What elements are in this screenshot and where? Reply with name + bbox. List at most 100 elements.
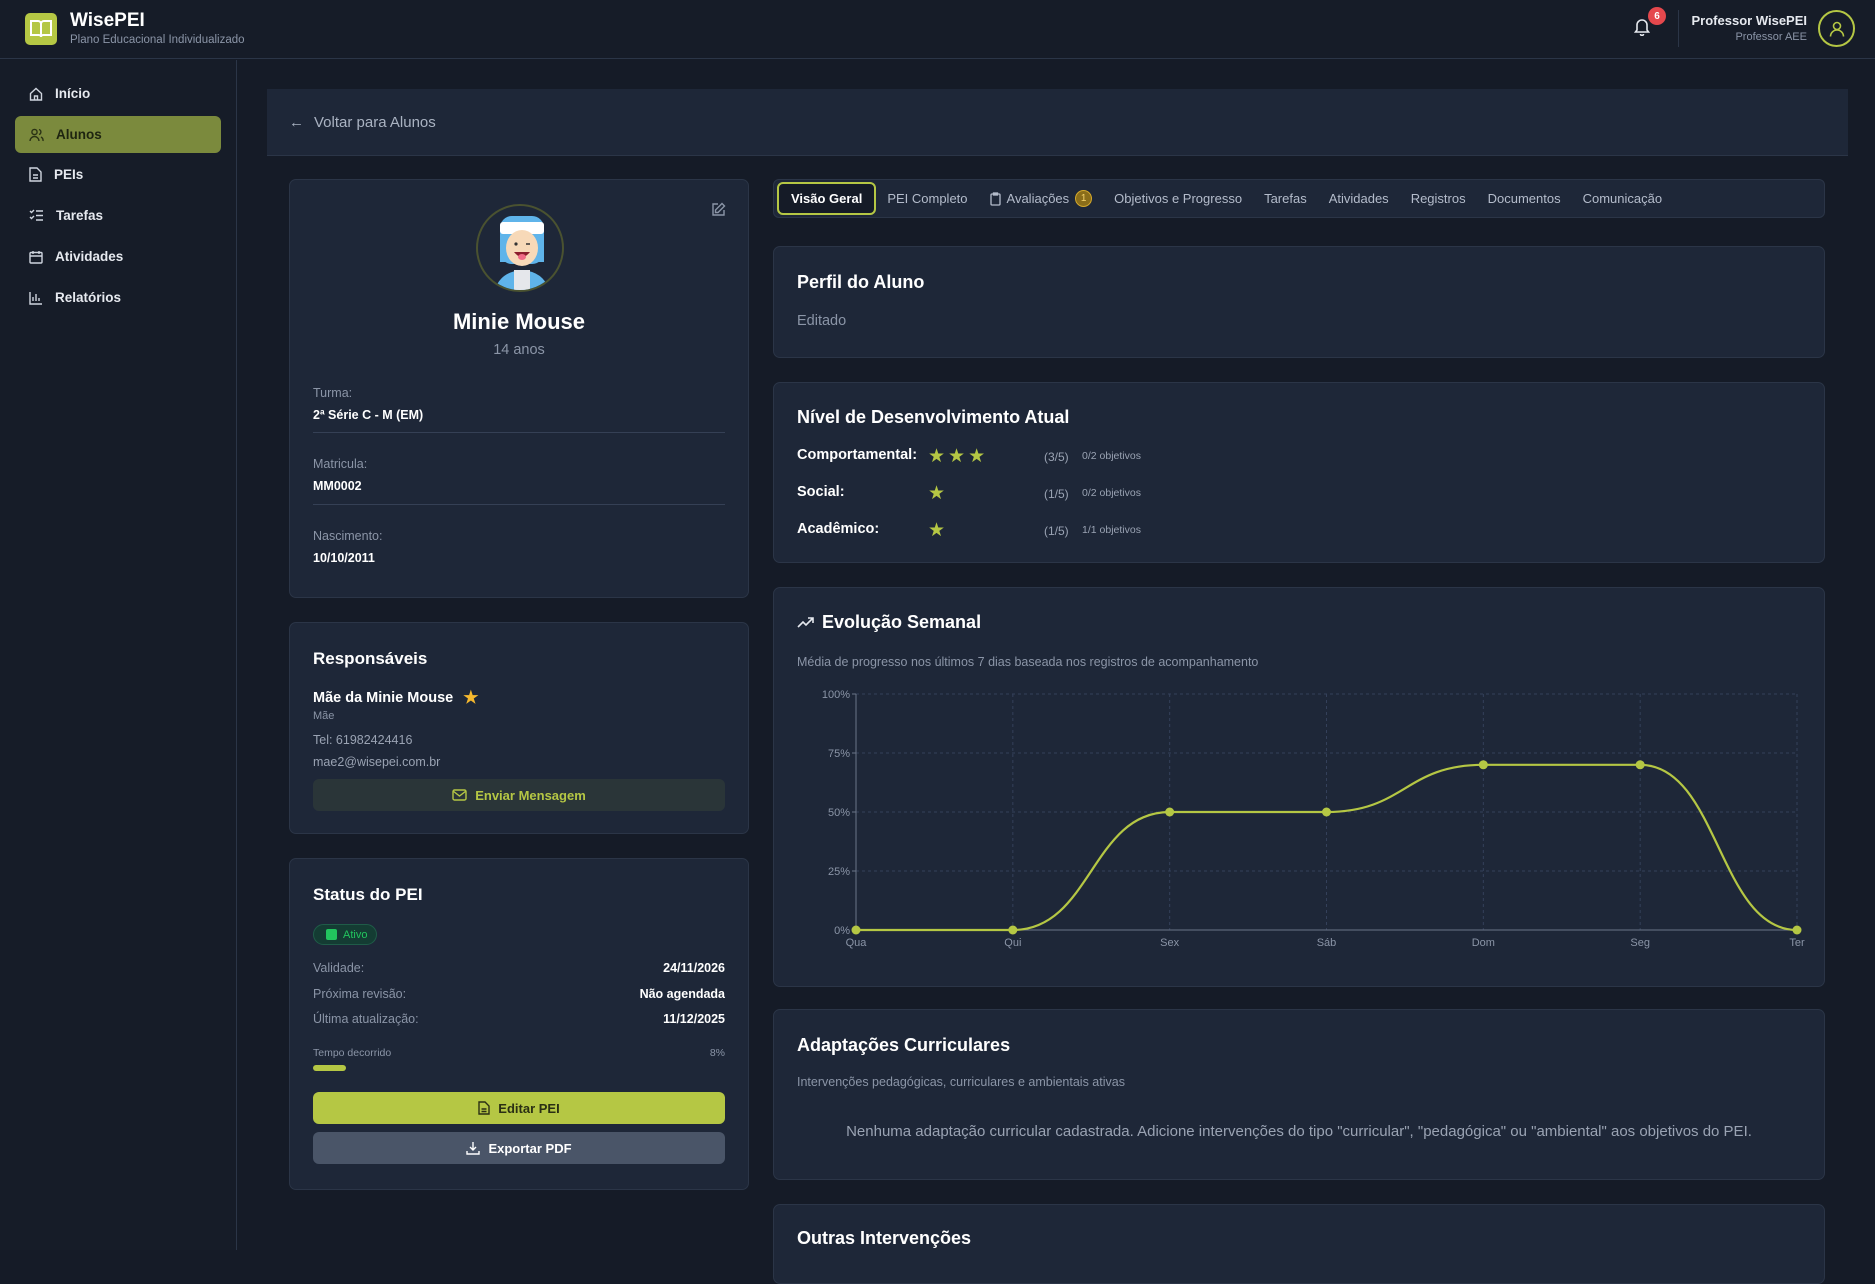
pei-status-title: Status do PEI — [313, 885, 423, 904]
status-label: Ativo — [343, 928, 368, 941]
tab-label: Objetivos e Progresso — [1114, 191, 1243, 206]
user-avatar[interactable] — [1818, 10, 1855, 47]
sidebar-item-peis[interactable]: PEIs — [15, 156, 221, 193]
development-objectives: 0/2 objetivos — [1082, 487, 1141, 499]
sidebar-item-inicio[interactable]: Início — [15, 75, 221, 112]
x-tick-label: Seg — [1630, 937, 1650, 949]
edit-pei-button[interactable]: Editar PEI — [313, 1092, 725, 1124]
users-icon — [29, 128, 44, 141]
sidebar-item-label: PEIs — [54, 167, 84, 182]
tab-tarefas[interactable]: Tarefas — [1253, 182, 1318, 215]
data-point — [1635, 760, 1645, 770]
data-point — [851, 925, 861, 935]
calendar-icon — [29, 250, 43, 264]
other-interventions-title: Outras Intervenções — [797, 1228, 972, 1248]
tab-visao-geral[interactable]: Visão Geral — [777, 182, 877, 215]
x-tick-label: Qui — [1004, 937, 1021, 949]
sidebar-item-label: Tarefas — [56, 208, 104, 223]
tab-pei-completo[interactable]: PEI Completo — [876, 182, 978, 215]
row-label: Última atualização: — [313, 1012, 419, 1026]
tab-label: Registros — [1410, 191, 1466, 206]
user-icon — [1829, 21, 1844, 37]
app-subtitle: Plano Educacional Individualizado — [70, 34, 245, 46]
book-check-icon — [30, 20, 52, 38]
star-icon: ★ — [463, 688, 479, 707]
development-title: Nível de Desenvolvimento Atual — [797, 407, 1070, 427]
status-row: Validade: 24/11/2026 — [313, 961, 725, 975]
top-header: WisePEI Plano Educacional Individualizad… — [0, 0, 1875, 59]
tab-registros[interactable]: Registros — [1400, 182, 1477, 215]
development-objectives: 1/1 objetivos — [1082, 524, 1141, 536]
row-value: 24/11/2026 — [663, 961, 725, 975]
user-name: Professor WisePEI — [1691, 13, 1807, 28]
tab-bar: Visão Geral PEI Completo Avaliações 1 Ob… — [773, 179, 1825, 218]
clipboard-icon — [989, 191, 1001, 206]
development-label: Social: — [797, 484, 845, 500]
guardian-relation: Mãe — [313, 710, 335, 722]
star-rating: ★ — [928, 519, 945, 542]
tab-comunicacao[interactable]: Comunicação — [1572, 182, 1674, 215]
sidebar: Início Alunos PEIs Tarefas Atividades Re… — [0, 60, 237, 1250]
development-card: Nível de Desenvolvimento Atual Comportam… — [773, 382, 1825, 563]
tab-atividades[interactable]: Atividades — [1318, 182, 1400, 215]
sidebar-item-atividades[interactable]: Atividades — [15, 238, 221, 275]
guardian-name-row: Mãe da Minie Mouse ★ — [313, 688, 478, 708]
profile-card: Perfil do Aluno Editado — [773, 246, 1825, 358]
x-tick-label: Qua — [846, 937, 868, 949]
development-score: (3/5) — [1044, 450, 1069, 464]
field-label: Nascimento: — [313, 529, 383, 543]
data-point — [1478, 760, 1488, 770]
status-row: Próxima revisão: Não agendada — [313, 987, 725, 1001]
export-pdf-button[interactable]: Exportar PDF — [313, 1132, 725, 1164]
divider — [1678, 10, 1679, 47]
tab-label: Atividades — [1328, 191, 1389, 206]
sidebar-item-alunos[interactable]: Alunos — [15, 116, 221, 153]
divider — [313, 504, 725, 505]
check-square-icon — [326, 929, 337, 940]
trending-up-icon — [797, 617, 814, 628]
sidebar-item-relatorios[interactable]: Relatórios — [15, 279, 221, 316]
x-tick-label: Sex — [1160, 937, 1179, 949]
star-icon: ★ — [928, 483, 946, 504]
field-label: Matricula: — [313, 457, 368, 471]
development-objectives: 0/2 objetivos — [1082, 450, 1141, 462]
logo — [25, 13, 57, 45]
status-row: Última atualização: 11/12/2025 — [313, 1012, 725, 1026]
tab-objetivos[interactable]: Objetivos e Progresso — [1103, 182, 1253, 215]
send-message-button[interactable]: Enviar Mensagem — [313, 779, 725, 811]
guardian-phone: Tel: 61982424416 — [313, 733, 413, 747]
star-icon: ★ — [948, 446, 966, 467]
evolution-card: Evolução Semanal Média de progresso nos … — [773, 587, 1825, 987]
tab-badge: 1 — [1075, 190, 1093, 207]
evolution-title: Evolução Semanal — [822, 612, 982, 632]
pei-status-card: Status do PEI Ativo Validade: 24/11/2026 … — [289, 858, 749, 1190]
back-to-students-link[interactable]: ← Voltar para Alunos — [267, 89, 1848, 156]
y-tick-label: 50% — [828, 807, 850, 819]
guardian-name: Mãe da Minie Mouse — [313, 690, 454, 706]
app-title: WisePEI — [70, 10, 145, 31]
field-value-matricula: MM0002 — [313, 479, 362, 493]
edit-icon[interactable] — [711, 202, 726, 217]
bar-chart-icon — [29, 291, 42, 305]
progress-fill — [313, 1065, 346, 1071]
tab-documentos[interactable]: Documentos — [1477, 182, 1572, 215]
y-tick-label: 75% — [828, 748, 850, 760]
download-icon — [466, 1142, 481, 1155]
elapsed-row: Tempo decorrido 8% — [313, 1047, 725, 1059]
field-label: Turma: — [313, 386, 353, 400]
field-value-nascimento: 10/10/2011 — [313, 551, 375, 565]
development-score: (1/5) — [1044, 524, 1069, 538]
data-point — [1165, 807, 1175, 817]
tab-label: Visão Geral — [791, 191, 863, 206]
bell-icon[interactable] — [1634, 18, 1650, 36]
row-label: Próxima revisão: — [313, 987, 407, 1001]
sidebar-item-label: Início — [55, 86, 91, 101]
sidebar-item-label: Relatórios — [55, 290, 122, 305]
profile-text: Editado — [797, 313, 847, 329]
tab-avaliacoes[interactable]: Avaliações 1 — [979, 182, 1104, 215]
development-label: Comportamental: — [797, 447, 918, 463]
x-tick-label: Ter — [1789, 937, 1805, 949]
sidebar-item-tarefas[interactable]: Tarefas — [15, 197, 221, 234]
row-value: Não agendada — [639, 987, 725, 1001]
button-label: Enviar Mensagem — [475, 787, 586, 803]
